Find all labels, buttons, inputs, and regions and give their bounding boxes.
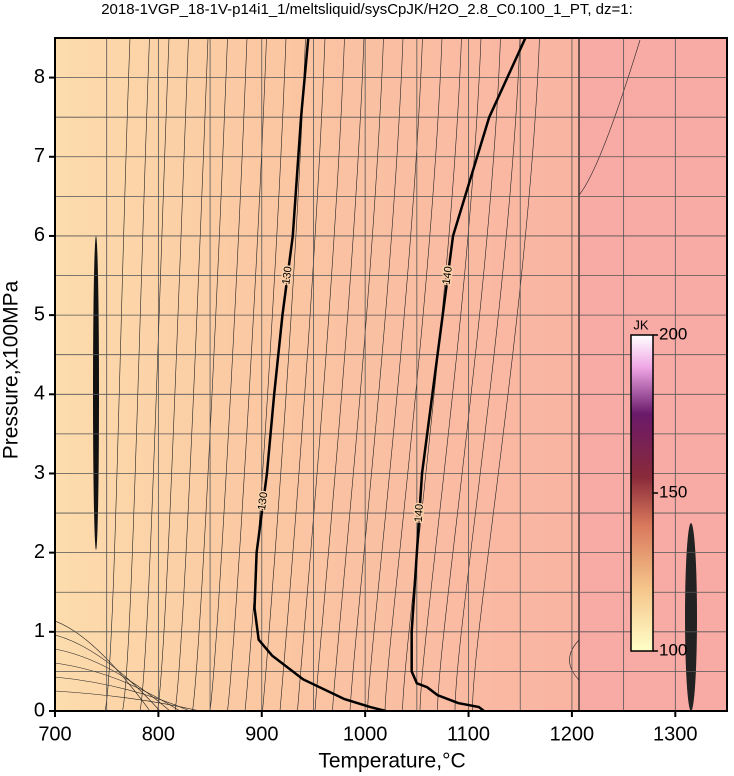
colorbar-tick-label: 200 [659, 324, 687, 343]
thin-contour [262, 38, 306, 711]
thin-contour [104, 38, 131, 711]
contour-label: 140 [441, 266, 455, 286]
thin-contour [55, 620, 151, 711]
thin-contour [139, 38, 170, 711]
thin-contour [454, 38, 521, 711]
colorbar [630, 334, 654, 652]
x-tick-label: 1000 [343, 723, 388, 745]
colorbar-tick-label: 100 [659, 640, 687, 659]
x-tick-label: 800 [142, 723, 175, 745]
thin-contour [297, 38, 345, 711]
contour-line [410, 38, 527, 711]
thin-contour [437, 38, 501, 711]
contour-label: 130 [280, 266, 294, 286]
x-tick-label: 1100 [447, 723, 490, 745]
y-axis-label: Pressure,x100MPa [0, 280, 23, 459]
contour-line [253, 38, 387, 711]
x-tick-label: 1300 [653, 723, 698, 745]
thin-contour [55, 634, 161, 711]
x-tick-label: 1200 [550, 723, 595, 745]
y-tick-label: 8 [34, 66, 45, 88]
thin-contour [122, 38, 150, 711]
contour-label: 140 [413, 504, 426, 523]
field-left [55, 38, 582, 711]
thin-contour [472, 38, 540, 711]
artifact [685, 523, 697, 711]
colorbar-label: JK [633, 317, 649, 332]
frame [54, 37, 728, 712]
thin-contour [55, 676, 191, 711]
y-tick-label: 0 [34, 699, 45, 721]
y-tick-label: 6 [34, 224, 45, 246]
thin-contour [384, 38, 443, 711]
y-tick-label: 3 [34, 462, 45, 484]
thin-contour [279, 38, 326, 711]
y-tick-label: 7 [34, 145, 45, 167]
x-tick-label: 700 [38, 723, 71, 745]
thin-contour [569, 639, 580, 681]
thin-contour [314, 38, 365, 711]
plot-area: 130 130 140 140 [55, 38, 727, 711]
thin-contour [402, 38, 462, 711]
y-tick-label: 4 [34, 383, 45, 405]
thin-contour [332, 38, 384, 711]
x-axis-label: Temperature,°C [318, 750, 465, 773]
thin-contour [244, 38, 287, 711]
thin-contour [55, 690, 201, 711]
thin-contour [55, 662, 181, 711]
colorbar-tick-label: 150 [659, 482, 687, 501]
chart-title: 2018-1VGP_18-1V-p14i1_1/meltsliquid/sysC… [101, 1, 633, 18]
y-tick-label: 1 [34, 620, 45, 642]
thin-contour [55, 648, 171, 711]
x-tick-label: 900 [245, 723, 278, 745]
thin-contour [157, 38, 189, 711]
y-tick-label: 2 [34, 541, 45, 563]
thin-contour [578, 39, 641, 196]
thin-contour [349, 38, 404, 711]
y-tick-label: 5 [34, 303, 45, 325]
contour-label: 130 [256, 491, 270, 511]
artifact [93, 236, 99, 550]
thin-contour [174, 38, 209, 711]
thin-contour [419, 38, 482, 711]
